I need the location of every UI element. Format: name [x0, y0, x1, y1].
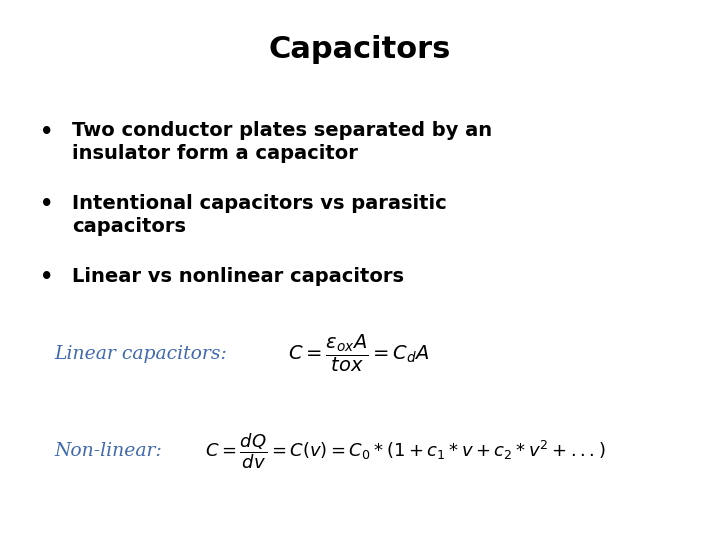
Text: •: •: [40, 194, 53, 214]
Text: •: •: [40, 122, 53, 141]
Text: Linear vs nonlinear capacitors: Linear vs nonlinear capacitors: [72, 267, 404, 286]
Text: Linear capacitors:: Linear capacitors:: [54, 345, 227, 363]
Text: $C = \dfrac{dQ}{dv} = C(v) = C_0*(1+c_1*v+c_2*v^2+...)$: $C = \dfrac{dQ}{dv} = C(v) = C_0*(1+c_1*…: [205, 431, 606, 471]
Text: $C = \dfrac{\varepsilon_{ox}A}{tox} = C_dA$: $C = \dfrac{\varepsilon_{ox}A}{tox} = C_…: [288, 333, 430, 374]
Text: Non-linear:: Non-linear:: [54, 442, 162, 460]
Text: Intentional capacitors vs parasitic
capacitors: Intentional capacitors vs parasitic capa…: [72, 194, 446, 236]
Text: •: •: [40, 267, 53, 287]
Text: Two conductor plates separated by an
insulator form a capacitor: Two conductor plates separated by an ins…: [72, 122, 492, 163]
Text: Capacitors: Capacitors: [269, 35, 451, 64]
